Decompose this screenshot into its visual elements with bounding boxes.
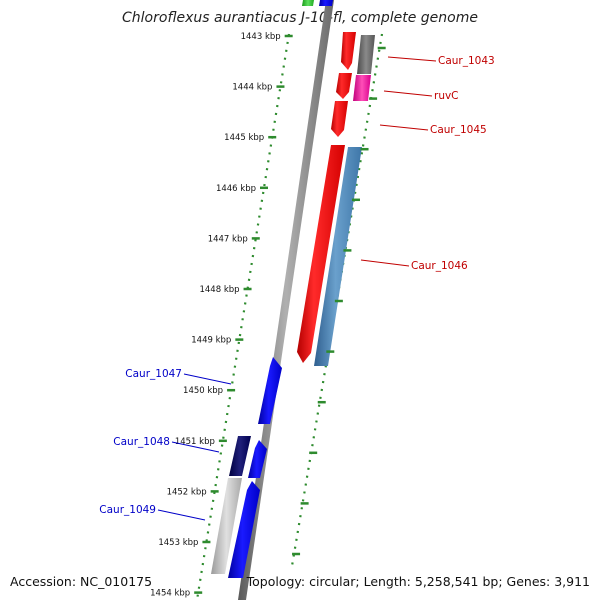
gene-feature-caur-1043-shadow[interactable]: [357, 35, 375, 74]
tick-label: 1450 kbp: [183, 386, 223, 396]
tick-label: 1449 kbp: [191, 336, 231, 346]
gene-feature-caur-1047[interactable]: [258, 357, 282, 424]
gene-feature-caur-1045[interactable]: [331, 101, 348, 137]
tick-label: 1446 kbp: [216, 184, 256, 194]
gene-labels: Caur_1043 ruvC Caur_1045 Caur_1046 Caur_1047…: [99, 55, 495, 521]
gene-label-caur-1043[interactable]: Caur_1043: [438, 55, 495, 67]
gene-label-caur-1047[interactable]: Caur_1047: [125, 368, 182, 380]
gene-feature-caur-1049-shadow[interactable]: [211, 478, 242, 574]
tick-label: 1445 kbp: [224, 133, 264, 143]
accession-text: Accession: NC_010175: [10, 574, 152, 589]
tick-label: 1443 kbp: [241, 32, 281, 42]
gene-leader-line: [360, 259, 410, 267]
gene-feature-ruvc[interactable]: [336, 73, 352, 99]
gene-label-ruvc[interactable]: ruvC: [434, 90, 459, 102]
tick-label: 1454 kbp: [150, 589, 190, 599]
gene-label-caur-1048[interactable]: Caur_1048: [113, 436, 170, 448]
gene-leader-line: [387, 56, 437, 62]
tick-labels: 1443 kbp 1444 kbp 1445 kbp 1446 kbp 1447 kbp…: [150, 32, 386, 599]
gene-feature-partial-blue[interactable]: [319, 0, 333, 6]
gene-leader-line: [383, 90, 433, 97]
gene-label-caur-1046[interactable]: Caur_1046: [411, 260, 468, 272]
gene-label-caur-1049[interactable]: Caur_1049: [99, 504, 156, 516]
gene-feature-caur-1046[interactable]: [297, 145, 345, 363]
gene-leader-line: [379, 124, 429, 131]
tick-label: 1452 kbp: [167, 487, 207, 497]
tick-label: 1448 kbp: [199, 285, 239, 295]
topology-text: Topology: circular; Length: 5,258,541 bp…: [246, 574, 590, 589]
gene-label-caur-1045[interactable]: Caur_1045: [430, 124, 487, 136]
gene-feature-caur-1048[interactable]: [248, 440, 267, 478]
gene-leader-line: [183, 373, 232, 385]
tick-tracks: [195, 33, 384, 600]
gene-feature-caur-1046-shadow[interactable]: [314, 147, 362, 366]
gene-feature-caur-1043[interactable]: [341, 32, 356, 70]
gene-feature-partial-green[interactable]: [302, 0, 314, 6]
gene-features: [211, 0, 375, 578]
gene-leader-line: [171, 441, 220, 453]
gene-leader-line: [157, 509, 206, 521]
tick-label: 1447 kbp: [208, 234, 248, 244]
gene-feature-ruvc-shadow[interactable]: [353, 75, 371, 101]
tick-label: 1444 kbp: [232, 83, 272, 93]
gene-feature-caur-1048-shadow[interactable]: [229, 436, 251, 476]
tick-label: 1451 kbp: [175, 437, 215, 447]
tick-label: 1453 kbp: [158, 538, 198, 548]
map-title: Chloroflexus aurantiacus J-10-fl, comple…: [122, 10, 478, 26]
gene-feature-caur-1049[interactable]: [228, 481, 260, 578]
right-tick-track: [290, 33, 384, 567]
